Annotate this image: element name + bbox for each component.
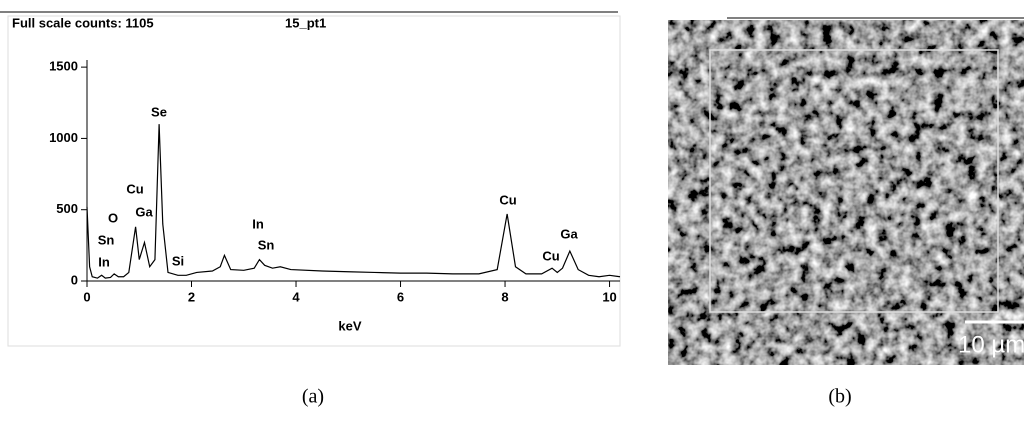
x-tick-label: 10 [602, 289, 616, 304]
x-tick-label: 8 [501, 289, 508, 304]
peak-label: Ga [560, 226, 578, 241]
caption: (a) [302, 386, 324, 408]
sem-image [668, 20, 1024, 365]
chart-subtitle: 15_pt1 [285, 15, 326, 30]
x-tick-label: 4 [292, 289, 300, 304]
spectrum-line [86, 124, 621, 279]
peak-label: In [98, 254, 110, 269]
x-tick-label: 0 [83, 289, 90, 304]
x-axis-label: keV [338, 318, 361, 333]
peak-label: Cu [542, 248, 559, 263]
peak-label: Sn [258, 237, 275, 252]
y-tick-label: 0 [71, 272, 78, 287]
peak-label: Si [172, 253, 184, 268]
x-tick-label: 6 [397, 289, 404, 304]
selection-box [709, 49, 999, 313]
peak-label: Sn [98, 232, 115, 247]
y-tick-label: 1000 [49, 130, 78, 145]
peak-label: Ga [135, 204, 153, 219]
peak-label: In [252, 216, 264, 231]
scale-bar-label: 10 µm [958, 331, 1024, 358]
x-tick-label: 2 [188, 289, 195, 304]
peak-label: Cu [126, 181, 143, 196]
peak-label: Se [151, 104, 167, 119]
peak-label: Cu [499, 192, 516, 207]
y-tick-label: 1500 [49, 59, 78, 74]
y-tick-label: 500 [56, 201, 78, 216]
chart-title: Full scale counts: 1105 [12, 15, 154, 30]
peak-label: O [108, 210, 118, 225]
caption: (b) [828, 386, 851, 408]
chart-frame [7, 15, 621, 347]
